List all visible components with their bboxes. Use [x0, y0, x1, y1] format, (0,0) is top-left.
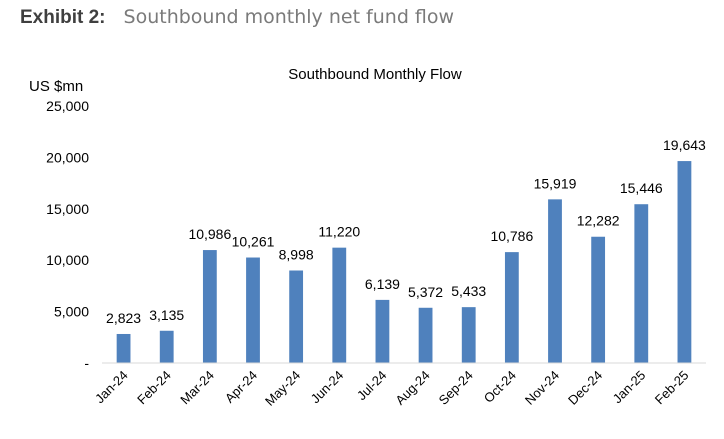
data-label: 19,643 [663, 137, 706, 153]
x-tick-label: Feb-25 [652, 368, 692, 408]
y-tick-label: 25,000 [46, 98, 89, 114]
y-tick-label: 15,000 [46, 201, 89, 217]
data-label: 5,372 [408, 284, 443, 300]
bars-group [116, 161, 692, 363]
y-tick-label: - [84, 355, 89, 371]
x-tick-label: Feb-24 [134, 368, 174, 408]
bar-oct-24 [504, 252, 519, 363]
x-tick-label: Sep-24 [436, 368, 476, 408]
bar-dec-24 [591, 236, 606, 363]
y-tick-label: 10,000 [46, 252, 89, 268]
exhibit-title: Southbound monthly net fund flow [123, 6, 455, 28]
x-tick-label: Oct-24 [481, 368, 519, 406]
bar-may-24 [289, 270, 304, 363]
bar-jul-24 [375, 299, 390, 363]
data-label: 5,433 [451, 283, 486, 299]
bar-nov-24 [548, 199, 562, 363]
bar-jun-24 [332, 247, 347, 363]
x-tick-label: Nov-24 [522, 368, 562, 408]
data-label: 11,220 [318, 224, 360, 240]
exhibit-label: Exhibit 2: [20, 7, 106, 28]
y-tick-label: 5,000 [54, 304, 89, 320]
data-label: 10,986 [188, 226, 231, 242]
x-tick-label: Jul-24 [354, 368, 390, 404]
y-tick-label: 20,000 [46, 149, 89, 165]
bar-feb-24 [159, 330, 174, 363]
data-label: 6,139 [365, 276, 400, 292]
data-label: 10,786 [490, 228, 533, 244]
x-tick-label: Jan-25 [610, 368, 649, 407]
data-label: 10,261 [232, 234, 275, 250]
x-tick-label: Jun-24 [308, 368, 347, 407]
exhibit-header: Exhibit 2: Southbound monthly net fund f… [20, 6, 454, 38]
x-tick-label: Aug-24 [392, 368, 432, 408]
y-axis-ticks: - 5,000 10,000 15,000 20,000 25,000 [46, 98, 89, 371]
y-axis-label: US $mn [29, 78, 83, 95]
data-label: 3,135 [149, 307, 184, 323]
x-tick-label: Mar-24 [177, 368, 217, 408]
data-label: 15,446 [620, 180, 663, 196]
bar-sep-24 [461, 307, 476, 363]
data-label: 8,998 [279, 247, 314, 263]
x-tick-label: Jan-24 [92, 368, 131, 407]
x-tick-label: Apr-24 [222, 368, 260, 406]
x-tick-label: Dec-24 [565, 368, 605, 408]
data-label: 12,282 [577, 213, 620, 229]
x-axis-ticks: Jan-24 Feb-24 Mar-24 Apr-24 May-24 Jun-24 Jul-… [92, 368, 692, 409]
data-label: 2,823 [106, 310, 141, 326]
bar-jan-24 [116, 333, 131, 363]
bar-aug-24 [418, 307, 433, 363]
data-label: 15,919 [534, 175, 577, 191]
bar-apr-24 [246, 257, 260, 363]
chart-title: Southbound Monthly Flow [288, 66, 462, 83]
x-tick-label: May-24 [262, 368, 303, 409]
bar-jan-25 [634, 204, 649, 363]
bar-mar-24 [202, 250, 217, 363]
bar-feb-25 [677, 161, 692, 363]
